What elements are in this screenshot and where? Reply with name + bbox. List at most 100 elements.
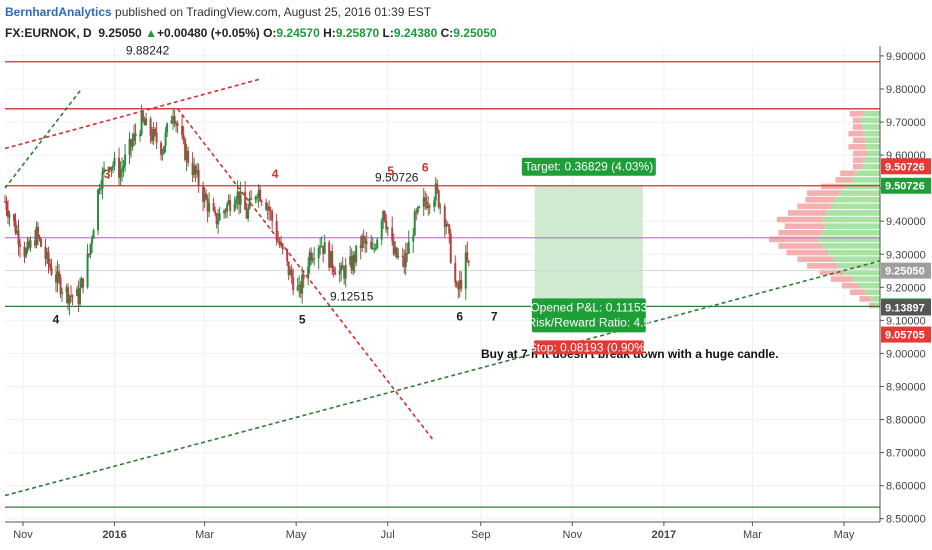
candle-body [197, 170, 200, 187]
candle-body [454, 262, 457, 283]
volume-profile-up-bar [855, 170, 880, 177]
candle-body [173, 116, 176, 124]
candle-body [80, 278, 83, 288]
candle-body [443, 206, 446, 227]
volume-profile-down-bar [776, 216, 824, 223]
candle-body [79, 287, 82, 305]
candle-body [172, 116, 175, 120]
time-axis-label: Jul [381, 529, 395, 541]
candle-body [91, 238, 94, 245]
candle-body [331, 250, 334, 269]
candle-body [185, 150, 188, 160]
candle-body [16, 230, 19, 234]
candle-body [319, 246, 322, 248]
price-tag-box [881, 177, 931, 194]
high-value: 9.25870 [335, 26, 380, 40]
candle-body [365, 241, 368, 244]
position-target-zone [534, 185, 643, 307]
price-tag-box [881, 158, 931, 175]
candle-body [37, 226, 40, 237]
candle-body [44, 246, 47, 259]
price-annotation: 9.88242 [126, 43, 170, 57]
volume-profile-up-bar [834, 196, 880, 203]
volume-profile-up-bar [875, 302, 880, 309]
volume-profile-up-bar [863, 157, 880, 163]
candle-body [151, 135, 154, 141]
volume-profile-up-bar [818, 236, 880, 243]
candle-body [218, 213, 221, 221]
wave-label: 5 [387, 164, 394, 178]
candle-body [233, 203, 236, 211]
last-price: 9.25050 [98, 26, 142, 40]
price-axis-label: 9.80000 [886, 84, 926, 96]
candle-body [254, 196, 257, 200]
volume-profile-down-bar [853, 137, 866, 144]
candle-body [145, 118, 148, 126]
candle-body [446, 224, 449, 226]
candle-body [202, 186, 205, 202]
candle-body [152, 129, 155, 141]
volume-profile-up-bar [865, 137, 880, 144]
candle-body [271, 211, 274, 221]
volume-profile-down-bar [840, 170, 856, 177]
candle-body [205, 193, 208, 200]
candle-body [86, 253, 89, 288]
candle-body [25, 250, 28, 257]
candle-body [214, 210, 217, 214]
candle-body [404, 253, 407, 268]
candle-body [244, 191, 247, 210]
volume-profile-up-bar [863, 110, 880, 117]
volume-profile-down-bar [784, 223, 825, 229]
candle-body [338, 270, 341, 275]
volume-profile-up-bar [865, 144, 880, 150]
candle-body [194, 165, 197, 174]
candle-body [166, 123, 169, 133]
wave-label: 5 [299, 313, 306, 327]
volume-profile-up-bar [831, 203, 880, 210]
candle-body [89, 244, 92, 255]
candle-body [103, 168, 106, 172]
stop-label-box [533, 340, 644, 355]
candle-body [415, 211, 418, 213]
candle-body [257, 189, 260, 197]
candle-body [464, 252, 467, 289]
candle-body [28, 241, 31, 248]
candle-body [307, 266, 310, 279]
candle-body [23, 246, 26, 257]
candle-body [61, 292, 64, 294]
candle-body [160, 142, 163, 155]
volume-profile-down-bar [852, 163, 863, 170]
candle-body [275, 220, 278, 241]
candle-body [466, 252, 469, 261]
candle-body [5, 201, 8, 211]
candle-body [301, 274, 304, 294]
candle-body [17, 230, 20, 245]
candle-body [67, 287, 70, 304]
symbol-label[interactable]: FX:EURNOK, D [5, 26, 92, 40]
candle-body [460, 279, 463, 289]
wave-label: 3 [104, 167, 111, 181]
candle-body [445, 224, 448, 227]
candle-body [203, 193, 206, 202]
close-label: C: [440, 26, 454, 40]
price-tag: 9.05705 [885, 330, 925, 342]
volume-profile-down-bar [786, 249, 829, 256]
time-axis-label: 2017 [652, 529, 676, 541]
candle-body [100, 188, 103, 190]
candle-body [143, 120, 146, 126]
risk-reward-label: Risk/Reward Ratio: 4.5 [527, 315, 650, 329]
volume-profile-down-bar [805, 196, 835, 203]
author-link[interactable]: BernhardAnalytics [5, 5, 112, 19]
candle-body [289, 269, 292, 276]
candle-body [212, 202, 215, 211]
volume-profile-up-bar [821, 229, 880, 236]
price-change: +0.00480 (+0.05%) [156, 26, 260, 40]
volume-profile-down-bar [769, 236, 819, 243]
candle-body [355, 245, 358, 263]
price-axis-label: 9.40000 [886, 216, 926, 228]
candle-body [320, 245, 323, 247]
candle-body [412, 235, 415, 242]
candle-body [340, 265, 343, 271]
candle-body [176, 123, 179, 126]
